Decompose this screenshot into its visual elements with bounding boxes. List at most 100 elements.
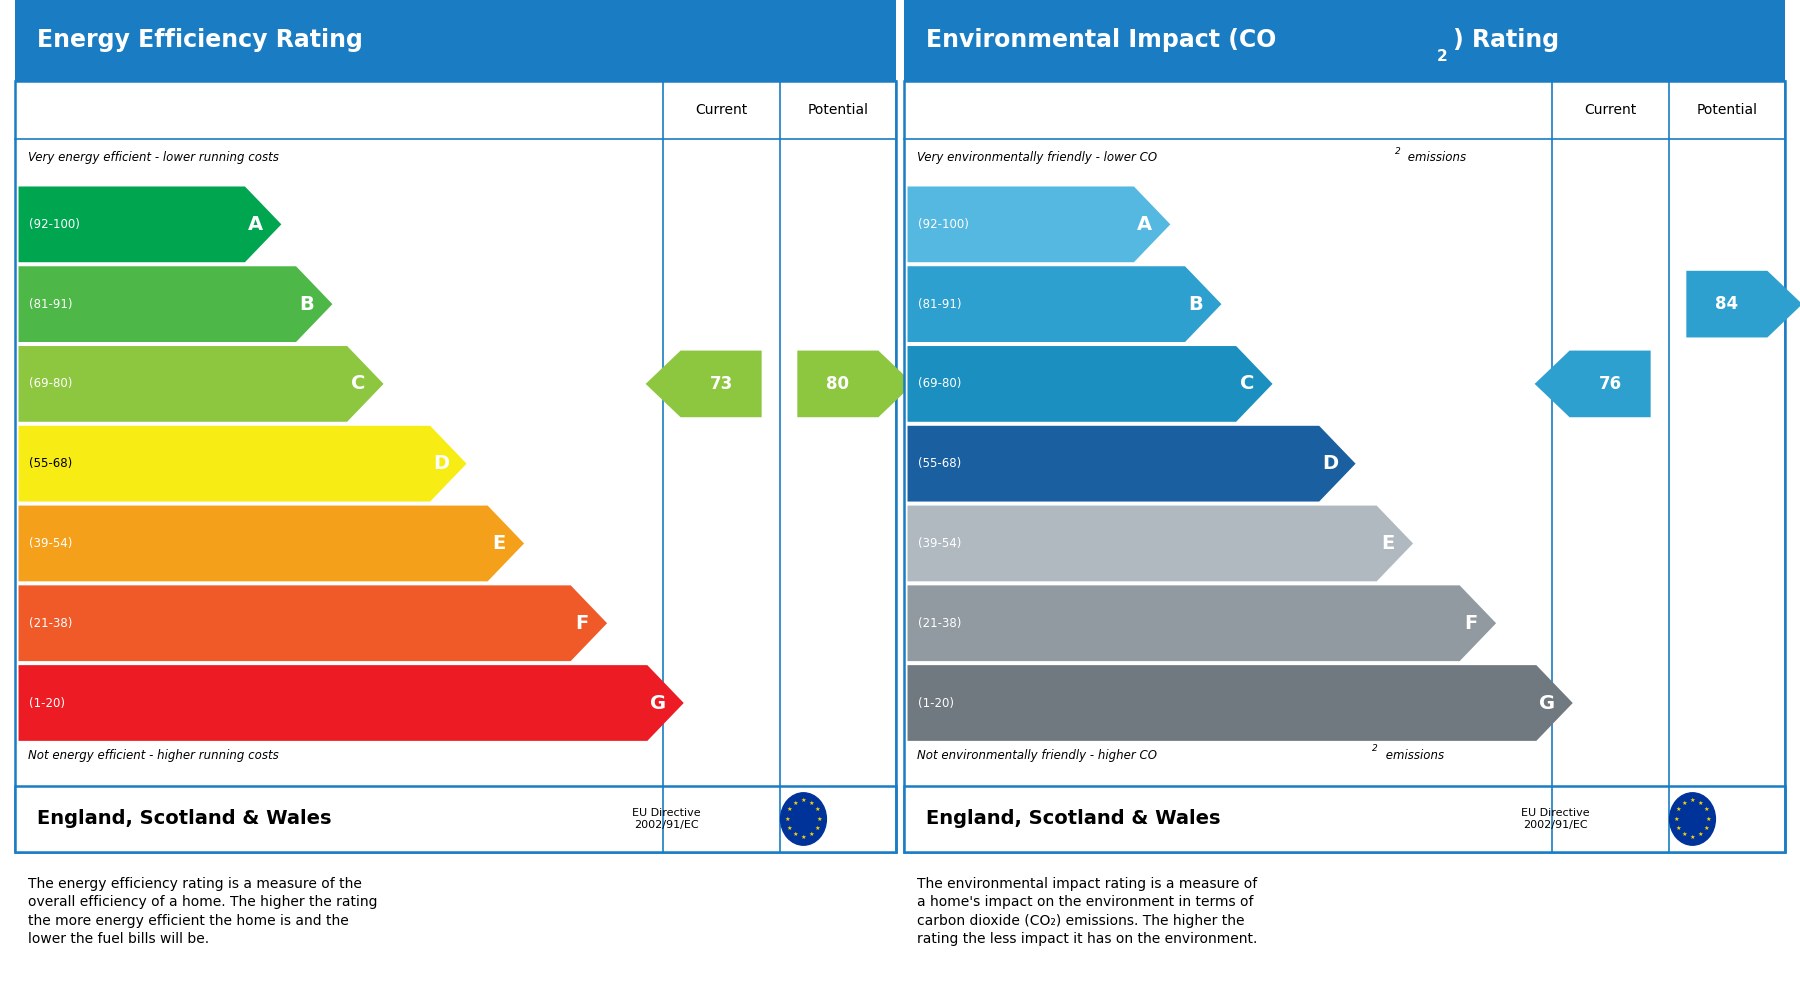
- Text: (69-80): (69-80): [29, 377, 72, 390]
- Text: E: E: [1381, 534, 1395, 553]
- Text: The energy efficiency rating is a measure of the
overall efficiency of a home. T: The energy efficiency rating is a measur…: [29, 877, 378, 947]
- Text: ) Rating: ) Rating: [1453, 28, 1559, 52]
- Text: Very environmentally friendly - lower CO: Very environmentally friendly - lower CO: [918, 151, 1157, 164]
- Text: Potential: Potential: [1696, 103, 1757, 117]
- Text: emissions: emissions: [1382, 749, 1444, 762]
- Text: ★: ★: [1681, 833, 1687, 838]
- Text: Potential: Potential: [808, 103, 868, 117]
- Text: Energy Efficiency Rating: Energy Efficiency Rating: [38, 28, 364, 52]
- Text: ★: ★: [787, 807, 792, 812]
- Text: (1-20): (1-20): [918, 697, 954, 710]
- Text: 73: 73: [709, 375, 733, 393]
- Text: (81-91): (81-91): [29, 297, 72, 310]
- Polygon shape: [1687, 271, 1800, 338]
- Text: D: D: [1321, 455, 1337, 473]
- Text: ★: ★: [1674, 816, 1679, 822]
- Text: (55-68): (55-68): [918, 458, 961, 470]
- Text: A: A: [1138, 215, 1152, 234]
- Text: Very energy efficient - lower running costs: Very energy efficient - lower running co…: [29, 151, 279, 164]
- Text: ★: ★: [1697, 800, 1703, 805]
- FancyBboxPatch shape: [14, 786, 896, 852]
- FancyBboxPatch shape: [14, 0, 896, 81]
- Text: (81-91): (81-91): [918, 297, 961, 310]
- Text: F: F: [574, 614, 589, 633]
- Polygon shape: [907, 346, 1273, 421]
- Text: B: B: [299, 294, 315, 313]
- Text: ★: ★: [1690, 798, 1696, 803]
- Text: (69-80): (69-80): [918, 377, 961, 390]
- Text: ★: ★: [801, 835, 806, 840]
- Text: ★: ★: [1690, 835, 1696, 840]
- Text: Environmental Impact (CO: Environmental Impact (CO: [925, 28, 1276, 52]
- Polygon shape: [18, 346, 383, 421]
- Text: The environmental impact rating is a measure of
a home's impact on the environme: The environmental impact rating is a mea…: [918, 877, 1258, 947]
- Text: ★: ★: [1697, 833, 1703, 838]
- Polygon shape: [797, 351, 913, 417]
- Text: EU Directive
2002/91/EC: EU Directive 2002/91/EC: [632, 808, 700, 830]
- Text: ★: ★: [1706, 816, 1712, 822]
- Text: (92-100): (92-100): [918, 218, 968, 231]
- Text: ★: ★: [815, 807, 821, 812]
- Polygon shape: [907, 425, 1355, 502]
- Text: B: B: [1188, 294, 1204, 313]
- Text: D: D: [434, 455, 450, 473]
- Text: ★: ★: [1703, 807, 1710, 812]
- Text: ★: ★: [787, 826, 792, 831]
- Text: ★: ★: [1703, 826, 1710, 831]
- Text: (21-38): (21-38): [918, 617, 961, 630]
- Text: 84: 84: [1715, 295, 1739, 313]
- Text: 2: 2: [1395, 147, 1400, 156]
- Text: G: G: [650, 694, 666, 713]
- Text: 2: 2: [1436, 49, 1447, 64]
- Circle shape: [1670, 792, 1715, 845]
- Polygon shape: [646, 351, 761, 417]
- Text: F: F: [1463, 614, 1478, 633]
- FancyBboxPatch shape: [14, 81, 896, 852]
- FancyBboxPatch shape: [904, 81, 1786, 852]
- Text: ★: ★: [1681, 800, 1687, 805]
- Circle shape: [781, 792, 826, 845]
- Polygon shape: [907, 665, 1573, 741]
- Text: E: E: [491, 534, 506, 553]
- Text: EU Directive
2002/91/EC: EU Directive 2002/91/EC: [1521, 808, 1589, 830]
- Polygon shape: [18, 425, 466, 502]
- FancyBboxPatch shape: [904, 786, 1786, 852]
- Polygon shape: [907, 586, 1496, 661]
- Polygon shape: [1535, 351, 1651, 417]
- Text: (1-20): (1-20): [29, 697, 65, 710]
- FancyBboxPatch shape: [904, 0, 1786, 81]
- Text: ★: ★: [792, 833, 797, 838]
- Text: ★: ★: [815, 826, 821, 831]
- Text: ★: ★: [817, 816, 823, 822]
- Text: ★: ★: [785, 816, 790, 822]
- Text: (21-38): (21-38): [29, 617, 72, 630]
- Text: Not environmentally friendly - higher CO: Not environmentally friendly - higher CO: [918, 749, 1157, 762]
- Text: Current: Current: [1584, 103, 1636, 117]
- Polygon shape: [18, 266, 333, 342]
- Polygon shape: [18, 665, 684, 741]
- Text: G: G: [1539, 694, 1555, 713]
- Text: ★: ★: [792, 800, 797, 805]
- Text: C: C: [351, 374, 365, 393]
- Text: ★: ★: [808, 833, 814, 838]
- Text: ★: ★: [808, 800, 814, 805]
- Polygon shape: [18, 586, 607, 661]
- Text: Current: Current: [695, 103, 747, 117]
- Text: C: C: [1240, 374, 1255, 393]
- Text: 80: 80: [826, 375, 850, 393]
- Polygon shape: [907, 186, 1170, 262]
- Text: Not energy efficient - higher running costs: Not energy efficient - higher running co…: [29, 749, 279, 762]
- Text: 2: 2: [1372, 744, 1377, 753]
- Text: emissions: emissions: [1404, 151, 1467, 164]
- Text: (55-68): (55-68): [29, 458, 72, 470]
- Text: (92-100): (92-100): [29, 218, 79, 231]
- Text: (39-54): (39-54): [918, 537, 961, 550]
- Polygon shape: [907, 506, 1413, 582]
- Text: ★: ★: [1676, 826, 1681, 831]
- Text: (39-54): (39-54): [29, 537, 72, 550]
- Text: ★: ★: [801, 798, 806, 803]
- Polygon shape: [18, 186, 281, 262]
- Polygon shape: [18, 506, 524, 582]
- Polygon shape: [907, 266, 1222, 342]
- Text: England, Scotland & Wales: England, Scotland & Wales: [925, 809, 1220, 829]
